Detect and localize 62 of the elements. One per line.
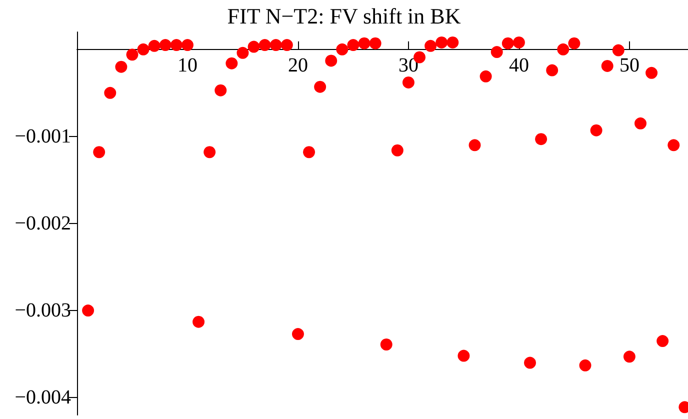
point [468, 139, 481, 152]
point [159, 39, 172, 52]
point [325, 54, 338, 67]
y-tick-label: −0.002 [14, 212, 71, 234]
point [314, 80, 326, 93]
point [524, 356, 536, 369]
point [668, 139, 680, 152]
point [490, 46, 503, 58]
point [115, 60, 128, 73]
point [557, 43, 570, 56]
point [546, 64, 558, 76]
x-tick-label: 50 [619, 54, 640, 76]
point [646, 66, 658, 79]
point [358, 37, 370, 50]
point [258, 39, 271, 52]
point [623, 350, 636, 363]
point [182, 39, 194, 52]
point [303, 146, 316, 158]
point [535, 133, 548, 146]
point [170, 39, 182, 52]
point [480, 70, 492, 82]
point [148, 40, 160, 52]
point [214, 84, 227, 96]
point [82, 304, 94, 317]
point [292, 328, 304, 340]
point [579, 359, 592, 372]
y-tick-label: −0.004 [14, 386, 71, 409]
point [93, 146, 106, 158]
point [568, 37, 580, 50]
point [126, 48, 138, 61]
point [192, 316, 205, 328]
point [236, 46, 249, 59]
point [347, 39, 360, 52]
point [612, 44, 624, 56]
x-tick-label: 20 [288, 54, 308, 76]
point [458, 350, 470, 362]
point [634, 117, 646, 130]
chart-title: FIT N−T2: FV shift in BK [227, 4, 461, 28]
point [226, 57, 238, 70]
point [204, 146, 216, 158]
x-tick-label: 10 [177, 54, 198, 76]
point [248, 40, 260, 53]
point [380, 338, 392, 350]
point [270, 39, 282, 52]
point [601, 60, 614, 72]
point [402, 76, 414, 88]
y-tick-label: −0.003 [14, 300, 71, 322]
point [391, 144, 404, 156]
x-tick-label: 40 [508, 54, 529, 76]
point [436, 36, 448, 48]
point [280, 39, 293, 52]
point [369, 37, 382, 50]
point [502, 37, 514, 50]
point [590, 124, 602, 136]
y-tick-label: −0.001 [14, 125, 71, 148]
point [104, 86, 116, 99]
point [336, 43, 348, 56]
point [137, 43, 150, 56]
point [512, 36, 525, 48]
point [424, 40, 437, 52]
point [446, 36, 459, 48]
point [656, 335, 669, 348]
